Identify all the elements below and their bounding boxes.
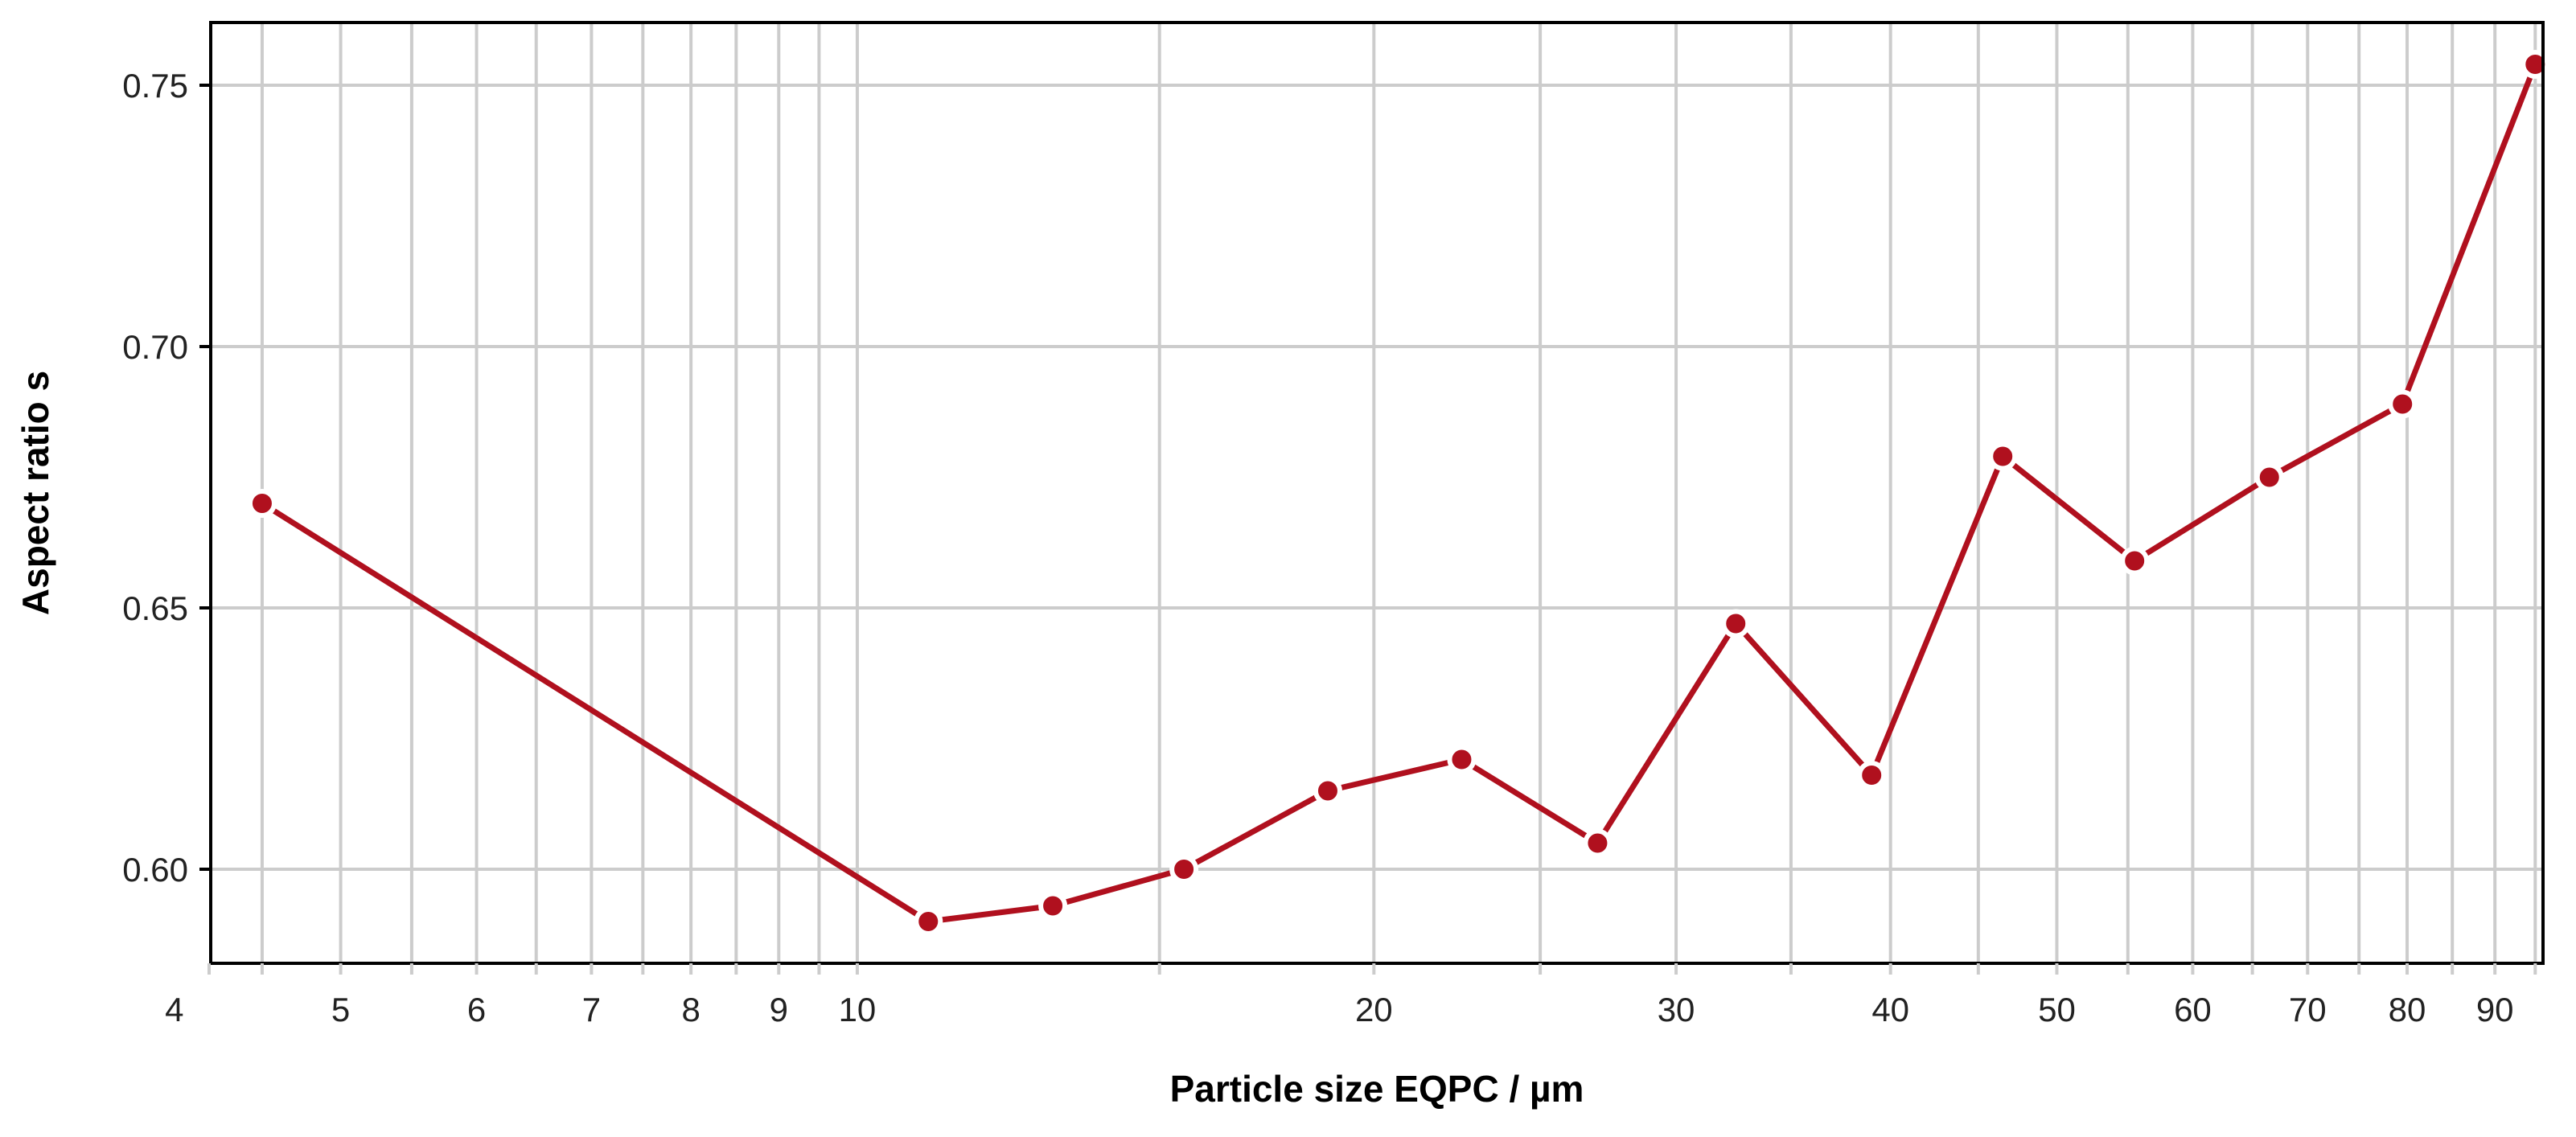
data-point bbox=[1857, 761, 1887, 790]
x-tick-label: 30 bbox=[1658, 991, 1695, 1028]
series-line bbox=[261, 63, 2538, 925]
data-point bbox=[1721, 609, 1751, 638]
data-points bbox=[247, 50, 2550, 936]
data-point bbox=[2120, 546, 2150, 576]
data-point bbox=[914, 907, 943, 936]
y-tick-label: 0.60 bbox=[122, 851, 188, 889]
x-tick-label: 5 bbox=[331, 991, 350, 1028]
x-tick-label: 70 bbox=[2289, 991, 2327, 1028]
x-tick-label: 20 bbox=[1355, 991, 1393, 1028]
y-tick-label: 0.70 bbox=[122, 328, 188, 366]
y-tick-label: 0.65 bbox=[122, 589, 188, 627]
x-axis-title: Particle size EQPC / µm bbox=[1170, 1068, 1584, 1110]
x-tick-label: 90 bbox=[2476, 991, 2514, 1028]
x-tick-label: 10 bbox=[839, 991, 877, 1028]
series-line bbox=[261, 63, 2538, 925]
data-point bbox=[1169, 855, 1199, 884]
x-tick-label: 50 bbox=[2038, 991, 2076, 1028]
data-point bbox=[1313, 776, 1342, 806]
x-tick-label: 8 bbox=[681, 991, 700, 1028]
x-tick-label: 80 bbox=[2389, 991, 2426, 1028]
x-tick-label: 9 bbox=[770, 991, 788, 1028]
plot-frame bbox=[209, 21, 2545, 965]
x-tick-label: 40 bbox=[1871, 991, 1909, 1028]
data-point bbox=[1583, 828, 1613, 858]
x-tick-label: 4 bbox=[165, 991, 183, 1028]
data-point bbox=[1447, 745, 1477, 774]
x-tick-label: 60 bbox=[2174, 991, 2212, 1028]
grid bbox=[211, 23, 2543, 963]
data-point bbox=[2254, 462, 2284, 492]
data-point bbox=[1988, 441, 2018, 471]
x-tick-label: 7 bbox=[582, 991, 601, 1028]
data-point bbox=[247, 489, 277, 518]
data-point bbox=[2521, 50, 2550, 79]
data-point bbox=[1038, 891, 1068, 921]
x-axis-ticks: 4 5 6 7 8 9 10 20 30 40 50 60 70 80 90 bbox=[165, 963, 2537, 1028]
y-tick-label: 0.75 bbox=[122, 67, 188, 105]
y-axis-ticks: 0.60 0.65 0.70 0.75 bbox=[122, 67, 211, 889]
x-tick-label: 6 bbox=[467, 991, 486, 1028]
y-axis-title: Aspect ratio s bbox=[14, 371, 56, 615]
data-point bbox=[2388, 389, 2418, 419]
